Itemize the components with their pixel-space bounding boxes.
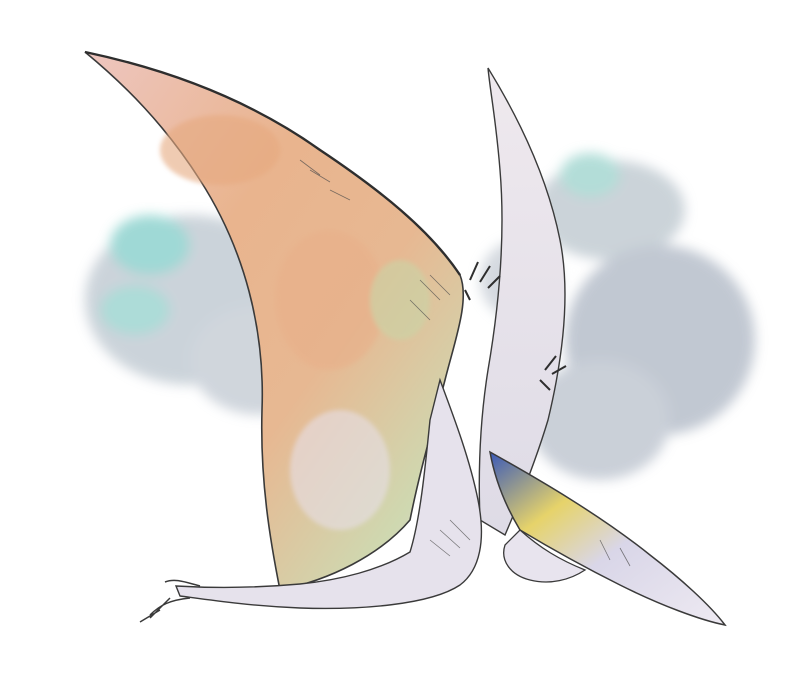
head-crest — [503, 529, 587, 583]
wing-wash — [160, 115, 430, 530]
claws-lower — [539, 355, 567, 391]
ink-hatching — [299, 159, 631, 567]
claws-upper — [464, 261, 501, 301]
body — [174, 377, 483, 610]
far-wing — [478, 67, 566, 537]
legs — [139, 579, 201, 623]
wing-edge-line — [84, 50, 461, 276]
